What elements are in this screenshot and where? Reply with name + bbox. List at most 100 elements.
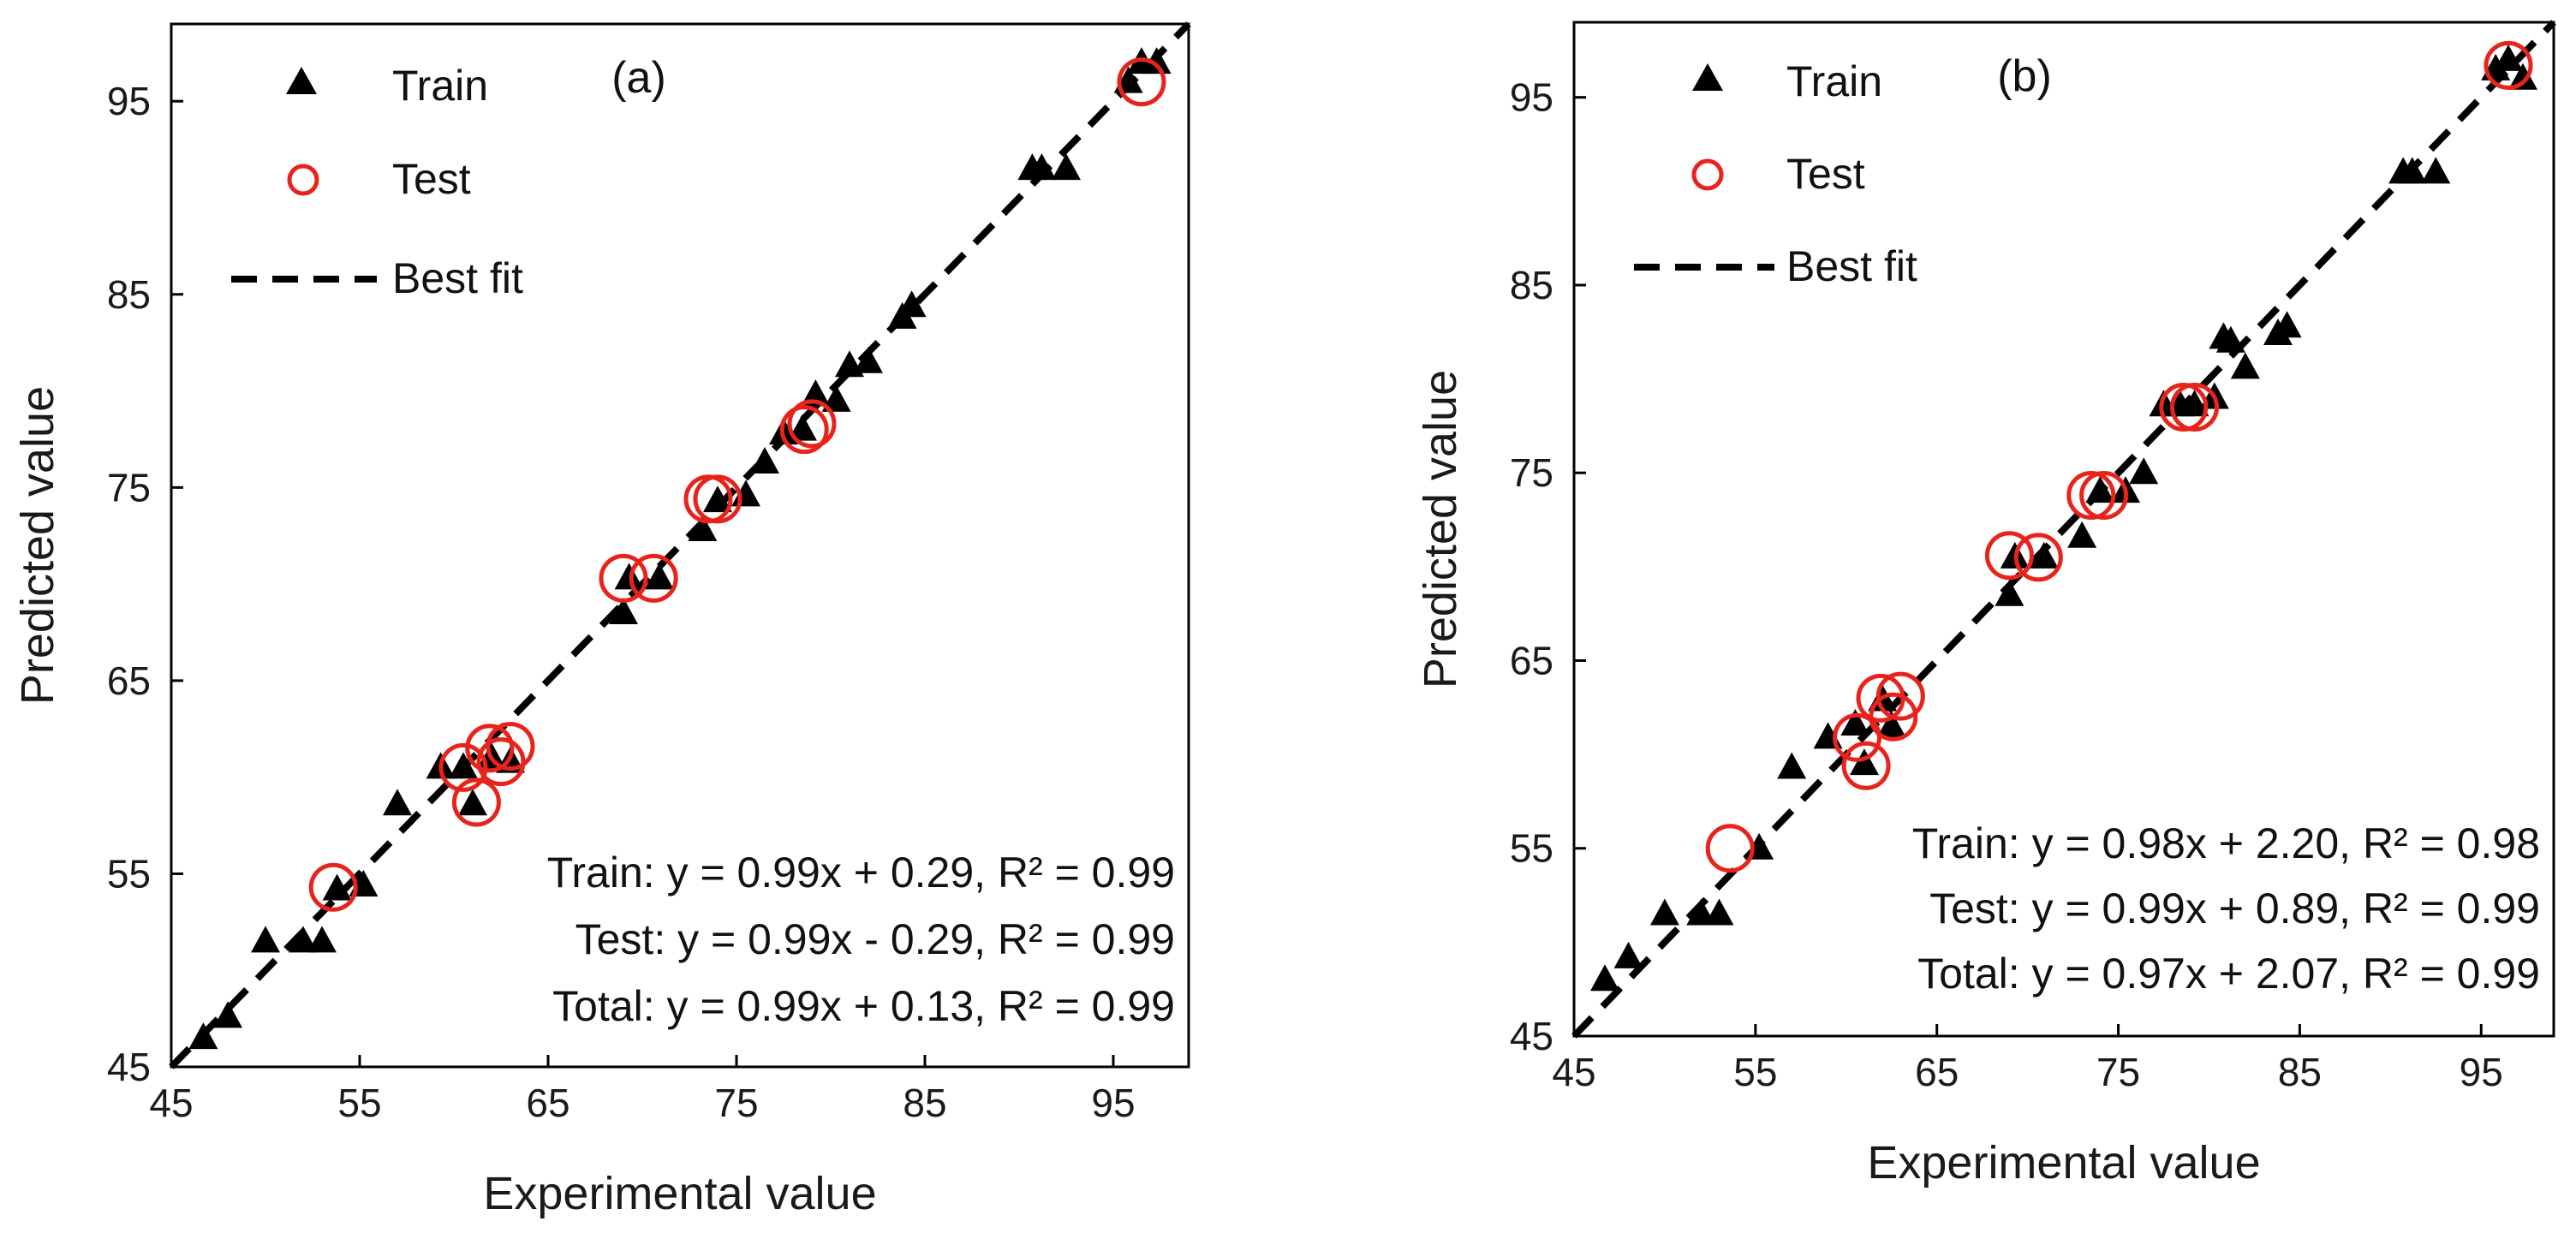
train-point	[1777, 752, 1807, 779]
test-point	[693, 474, 742, 524]
x-tick-label: 65	[1915, 1050, 1959, 1094]
train-points-b	[1590, 44, 2537, 992]
train-point	[449, 752, 478, 779]
train-point	[2179, 390, 2209, 417]
chart-panel-b: 45 55 65 75 85 95 45 55 65 75 85 95 Experimental v…	[1415, 20, 2556, 1188]
test-point	[1705, 824, 1755, 873]
test-point	[779, 405, 829, 455]
train-point	[307, 926, 337, 953]
x-tick-label: 85	[903, 1081, 946, 1125]
test-point	[2066, 471, 2116, 521]
train-point	[1613, 941, 1643, 968]
equation-test-b: Test: y = 0.99x + 0.89, R² = 0.99	[1929, 885, 2540, 932]
test-point	[2079, 471, 2129, 521]
test-point	[1841, 741, 1891, 790]
train-point	[322, 873, 352, 901]
x-axis-label-b: Experimental value	[1867, 1137, 2260, 1188]
train-point	[1142, 47, 1172, 74]
train-point	[1052, 153, 1081, 181]
train-point	[688, 514, 718, 541]
y-tick-label: 45	[1510, 1014, 1553, 1058]
train-point	[703, 485, 732, 513]
train-point	[801, 379, 831, 407]
legend-b: Train Test Best fit	[1634, 57, 1917, 290]
test-point	[1832, 712, 1881, 762]
train-point	[383, 789, 412, 816]
train-point	[750, 447, 779, 474]
x-tick-label: 55	[1733, 1050, 1777, 1094]
test-point	[629, 553, 678, 603]
test-point	[2013, 533, 2063, 582]
train-point	[2215, 325, 2245, 353]
y-tick-label: 95	[1510, 75, 1553, 120]
best-fit-line-a	[169, 21, 1191, 1069]
test-point	[1117, 57, 1166, 107]
train-point	[1840, 709, 1870, 736]
train-point	[897, 290, 927, 318]
legend-a: Train Test Best fit	[231, 62, 523, 302]
legend-train-label-a: Train	[392, 62, 488, 110]
test-point	[1875, 671, 1925, 721]
train-point	[821, 384, 851, 412]
train-point	[1649, 898, 1679, 926]
test-point	[308, 862, 358, 912]
legend-test-circle-a	[287, 164, 319, 196]
train-point	[2085, 476, 2115, 503]
equation-total-b: Total: y = 0.97x + 2.07, R² = 0.99	[1917, 950, 2540, 998]
x-tick-label: 75	[2096, 1050, 2140, 1094]
test-point	[451, 777, 501, 827]
train-point	[788, 414, 817, 441]
train-point	[251, 926, 280, 953]
train-point	[854, 346, 883, 373]
y-tick-label: 85	[107, 272, 151, 317]
train-point	[2029, 541, 2059, 569]
test-point	[1869, 692, 1918, 742]
x-ticks-a: 45 55 65 75 85 95	[149, 1055, 1136, 1125]
y-ticks-b: 45 55 65 75 85 95	[1510, 75, 1586, 1058]
x-tick-label: 45	[149, 1081, 193, 1125]
test-point	[787, 399, 837, 449]
train-point	[614, 563, 644, 590]
legend-test-label-b: Test	[1786, 150, 1865, 198]
legend-fit-label-b: Best fit	[1786, 242, 1917, 290]
y-axis-label-b: Predicted value	[1415, 370, 1466, 688]
test-point	[2170, 382, 2220, 432]
train-point	[1704, 898, 1734, 926]
x-tick-label: 55	[337, 1081, 381, 1125]
x-tick-label: 85	[2278, 1050, 2322, 1094]
legend-fit-label-a: Best fit	[392, 254, 523, 302]
y-tick-label: 55	[1510, 826, 1553, 871]
test-point	[599, 553, 648, 603]
test-point	[1984, 531, 2034, 581]
y-tick-label: 85	[1510, 263, 1553, 307]
x-ticks-b: 45 55 65 75 85 95	[1552, 1024, 2503, 1094]
y-axis-label-a: Predicted value	[12, 386, 63, 705]
y-tick-label: 95	[107, 79, 151, 123]
equation-total-a: Total: y = 0.99x + 0.13, R² = 0.99	[552, 982, 1175, 1030]
y-ticks-a: 45 55 65 75 85 95	[107, 79, 183, 1089]
y-tick-label: 65	[1510, 638, 1553, 682]
panel-label-b: (b)	[1997, 51, 2052, 101]
legend-train-triangle-a	[286, 67, 317, 94]
train-point	[458, 789, 487, 816]
train-point	[609, 597, 638, 624]
x-tick-label: 95	[2460, 1050, 2503, 1094]
legend-test-circle-b	[1691, 158, 1724, 191]
test-point	[486, 722, 535, 771]
panel-label-a: (a)	[611, 53, 666, 103]
x-tick-label: 95	[1091, 1081, 1135, 1125]
train-point	[2230, 352, 2260, 379]
test-points-a	[308, 57, 1166, 912]
test-points-b	[1705, 40, 2533, 873]
test-point	[2484, 40, 2533, 90]
best-fit-line-b	[1571, 20, 2556, 1039]
train-point	[2397, 157, 2427, 184]
test-point	[438, 742, 488, 792]
x-tick-label: 65	[526, 1081, 569, 1125]
test-point	[2159, 382, 2209, 432]
train-point	[289, 926, 318, 953]
y-tick-label: 55	[107, 851, 151, 896]
x-tick-label: 75	[714, 1081, 758, 1125]
train-point	[1995, 579, 2024, 606]
